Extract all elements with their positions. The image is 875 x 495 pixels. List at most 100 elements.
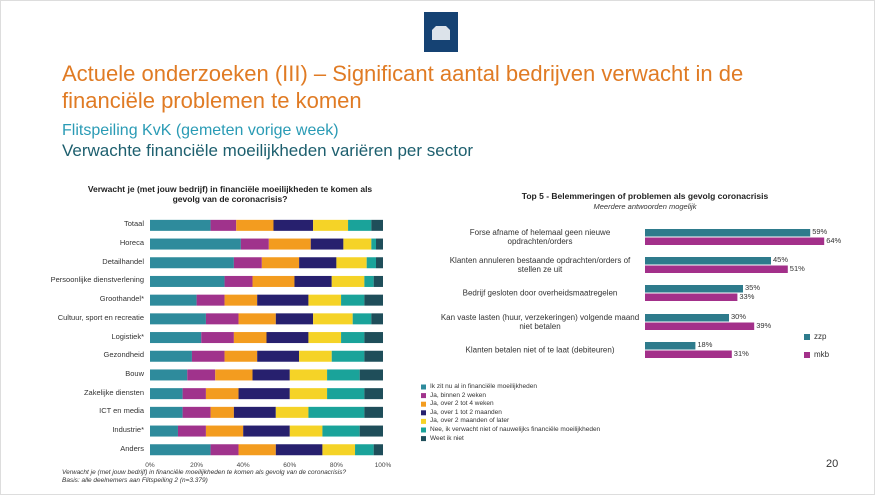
legend-swatch [421,410,426,416]
bar [645,257,771,265]
bar-segment [150,425,178,437]
footnote: Verwacht je (met jouw bedrijf) in financ… [62,469,347,476]
bar-segment [187,369,216,381]
bar-segment [373,275,383,287]
x-tick-label: 80% [329,462,343,469]
y-tick-label: Klanten annuleren bestaande opdrachten/o… [449,255,631,274]
bar-segment [364,332,383,344]
bar-segment [182,406,211,418]
bar [645,350,732,358]
bar-segment [364,406,383,418]
bar-segment [240,238,269,250]
bar-segment [224,350,258,362]
legend-label: Nee, ik verwacht niet of nauwelijks fina… [430,426,601,433]
bar-segment [210,406,234,418]
y-tick-label: Anders [120,443,144,453]
bar-segment [364,275,374,287]
y-tick-label: Horeca [119,238,144,248]
bar-segment [322,444,356,456]
legend-label: Ja, over 2 maanden of later [430,417,510,425]
bar-segment [150,257,234,269]
legend-label: Ja, over 2 tot 4 weken [430,400,494,408]
footnote: Basis: alle deelnemers aan Flitspeiling … [62,477,208,484]
bar [645,237,825,245]
data-label: 18% [697,340,713,349]
bar [645,285,743,293]
legend-swatch [804,352,810,358]
bar-segment [341,294,365,306]
bar-segment [177,425,206,437]
bar-segment [364,294,383,306]
bar [645,314,729,322]
bar-segment [343,238,372,250]
bar-segment [266,332,309,344]
bar-segment [233,406,276,418]
bar-segment [275,444,323,456]
bar [645,322,755,330]
legend-swatch [421,384,426,390]
bar-segment [224,294,258,306]
bar-segment [373,444,383,456]
bar-segment [364,388,383,400]
bar-segment [327,369,360,381]
legend-swatch [421,418,426,424]
data-label: 30% [731,312,747,321]
bar-segment [313,219,349,231]
bar-segment [150,275,225,287]
bar-segment [150,219,211,231]
bar-segment [257,350,300,362]
bar [645,342,696,350]
bar-segment [322,425,360,437]
bar-segment [289,388,328,400]
bar-segment [150,294,197,306]
bar-segment [299,257,337,269]
bar-segment [150,369,188,381]
bar-segment [224,275,253,287]
legend-label: zzp [814,332,827,341]
bar-segment [268,238,311,250]
y-tick-label: Detailhandel [102,256,144,266]
bar-segment [215,369,253,381]
bar-segment [210,219,237,231]
data-label: 31% [733,348,749,358]
legend-swatch [421,393,426,399]
bar-segment [371,313,383,325]
y-tick-label: Industrie* [112,425,144,435]
y-tick-label: Forse afname of helemaal geen nieuwe opd… [469,227,611,246]
legend-label: Ik zit nu al in financiële moeilijkheden [430,383,537,390]
data-label: 64% [826,235,842,245]
bar-segment [191,350,225,362]
bar-segment [205,313,239,325]
legend-label: mkb [814,350,830,359]
bar-segment [205,388,239,400]
bar [645,229,811,237]
data-label: 59% [812,227,828,236]
bar-segment [236,219,274,231]
bar-segment [371,219,383,231]
bar-segment [150,444,211,456]
bar-segment [196,294,225,306]
bar-segment [364,350,383,362]
x-tick-label: 0% [145,462,155,469]
bar-segment [273,219,314,231]
data-label: 51% [789,263,805,273]
bar-segment [308,332,342,344]
legend-swatch [421,401,426,407]
bar-segment [210,444,239,456]
slide-title: Actuele onderzoeken (III) – Significant … [62,61,744,113]
y-tick-label: Kan vaste lasten (huur, verzekeringen) v… [440,312,640,331]
y-tick-label: Groothandel* [99,294,144,304]
bar-segment [313,313,353,325]
bar-segment [201,332,234,344]
y-tick-label: Bedrijf gesloten door overheidsmaatregel… [462,288,618,298]
y-tick-label: Gezondheid [103,350,144,360]
y-tick-label: Logistiek* [111,331,144,341]
bar-segment [150,388,183,400]
bar-segment [331,275,365,287]
bar-segment [336,257,367,269]
legend-swatch [421,436,426,442]
bar-segment [257,294,309,306]
bar-segment [150,238,241,250]
bar-segment [341,332,365,344]
slide-heading: Verwachte financiële moeilijkheden varië… [62,141,474,160]
